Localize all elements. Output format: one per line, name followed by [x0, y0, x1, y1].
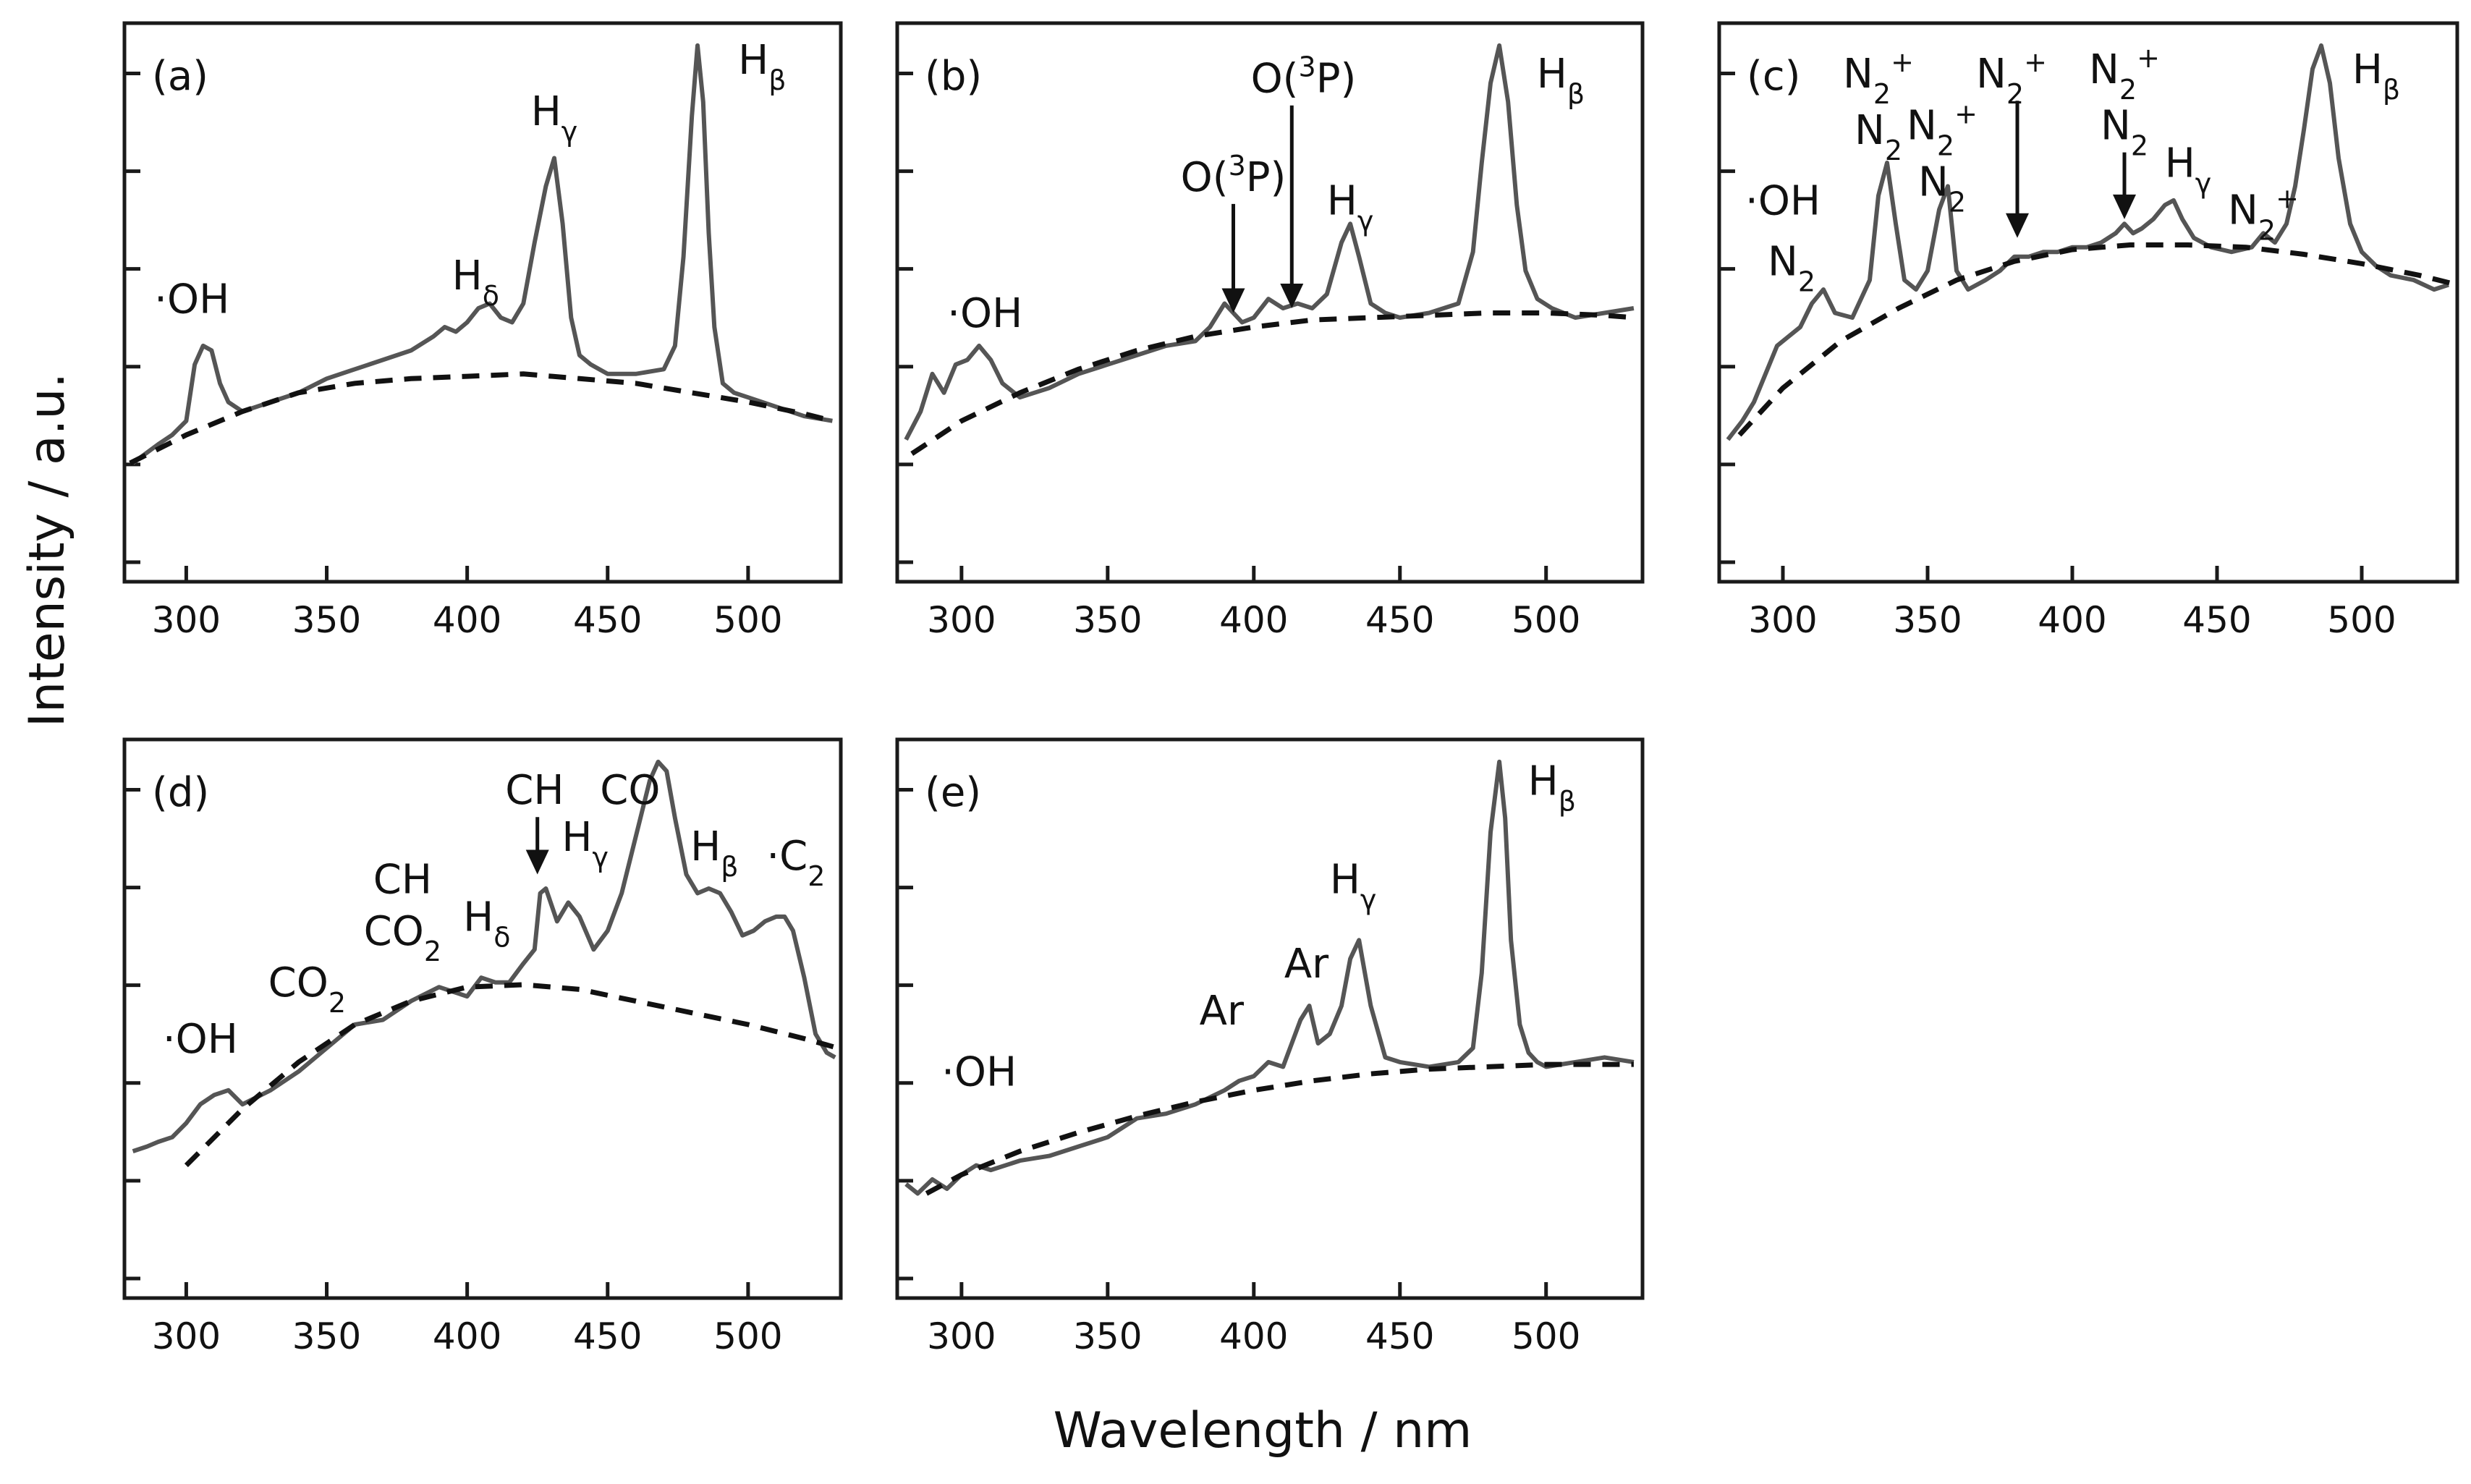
- peak-label: Hβ: [1528, 758, 1576, 817]
- x-tick-label: 350: [1893, 599, 1962, 641]
- x-axis-title: Wavelength / nm: [1054, 1402, 1472, 1459]
- peak-label: Hβ: [1537, 51, 1585, 110]
- peak-label: Hβ: [738, 37, 786, 96]
- peak-label: Ar: [1284, 941, 1329, 988]
- x-tick-label: 450: [1365, 1315, 1434, 1357]
- x-tick-label: 450: [2182, 599, 2251, 641]
- peak-label: Hδ: [452, 253, 499, 312]
- peak-label: CO: [600, 767, 660, 814]
- panel-frame: [895, 21, 1645, 584]
- peak-label: ·OH: [947, 290, 1022, 337]
- peak-label: N2: [1918, 158, 1966, 218]
- peak-label: O(3P): [1181, 150, 1287, 201]
- spectrum-line: [132, 759, 836, 1153]
- x-tick-label: 350: [292, 599, 361, 641]
- peak-label: ·OH: [154, 276, 229, 323]
- x-tick-label: 350: [1073, 599, 1142, 641]
- panel-a: 300 350 400 450 500 (a) ·OH Hδ Hγ Hβ: [122, 21, 843, 641]
- background-curve: [129, 371, 834, 466]
- spectrum-line: [131, 43, 833, 465]
- x-tick-label: 300: [927, 599, 996, 641]
- peak-label: Hγ: [2165, 140, 2212, 199]
- peak-label: N2: [1768, 239, 1815, 298]
- peak-label: Ar: [1200, 988, 1245, 1035]
- peak-label: Hγ: [561, 814, 609, 873]
- panel-frame: [122, 737, 843, 1300]
- x-tick-label: 300: [152, 1315, 221, 1357]
- peak-label: ·C2: [766, 833, 825, 892]
- background-curve: [1737, 242, 2458, 437]
- x-tick-label: 500: [713, 1315, 782, 1357]
- x-tick-label: 400: [2038, 599, 2106, 641]
- x-tick-label: 350: [292, 1315, 361, 1357]
- background-curve: [910, 310, 1635, 457]
- arrow-head: [2006, 213, 2029, 238]
- peak-label: ·OH: [163, 1016, 238, 1063]
- x-tick-label: 450: [1365, 599, 1434, 641]
- spectrum-line: [904, 43, 1635, 441]
- peak-label: Hβ: [2352, 46, 2400, 106]
- arrow-head: [1280, 284, 1304, 309]
- peak-label: O(3P): [1251, 51, 1357, 103]
- x-tick-label: 500: [2327, 599, 2396, 641]
- peak-label: N2+: [2228, 182, 2299, 246]
- peak-label: N2+: [1907, 98, 1978, 162]
- x-tick-label: 500: [1512, 599, 1580, 641]
- x-tick-label: 450: [573, 1315, 642, 1357]
- peak-label: Hγ: [531, 88, 578, 148]
- x-tick-label: 450: [573, 599, 642, 641]
- peak-label: N2: [2101, 103, 2148, 162]
- background-curve: [184, 982, 839, 1168]
- panel-label: (d): [152, 769, 209, 816]
- arrow-head: [1221, 288, 1245, 313]
- arrow-head: [2113, 194, 2136, 219]
- peak-label: N2: [1855, 107, 1902, 166]
- peak-label: CH: [373, 856, 432, 903]
- x-tick-label: 350: [1073, 1315, 1142, 1357]
- background-curve: [925, 1061, 1634, 1196]
- peak-label: N2+: [2089, 42, 2160, 106]
- spectrum-line: [1726, 43, 2449, 441]
- peak-label: ·OH: [941, 1048, 1017, 1095]
- peak-label: Hγ: [1330, 856, 1377, 915]
- x-tick-label: 300: [152, 599, 221, 641]
- x-tick-label: 500: [1512, 1315, 1580, 1357]
- x-tick-label: 300: [1748, 599, 1817, 641]
- panel-b: 300 350 400 450 500 (b) ·OH O(3P) O(3P) Hγ Hβ: [895, 21, 1645, 641]
- panel-label: (c): [1747, 53, 1800, 100]
- peak-label: Hβ: [690, 823, 738, 883]
- x-tick-label: 400: [1219, 599, 1288, 641]
- x-tick-label: 400: [433, 599, 501, 641]
- x-tick-label: 400: [433, 1315, 501, 1357]
- x-tick-label: 300: [927, 1315, 996, 1357]
- peak-label: N2+: [1843, 46, 1914, 110]
- peak-label: CH: [505, 767, 564, 814]
- peak-label: Hγ: [1327, 177, 1374, 237]
- peak-label: ·OH: [1745, 177, 1821, 224]
- panel-label: (a): [152, 53, 208, 100]
- spectrum-line: [904, 759, 1635, 1196]
- panel-frame: [1717, 21, 2459, 584]
- peak-label: Hδ: [463, 894, 510, 953]
- y-axis-title: Intensity / a.u.: [19, 373, 76, 727]
- peak-label: CO2: [364, 908, 441, 967]
- panels-group: 300 350 400 450 500 (a) ·OH Hδ Hγ Hβ 300 350 400 450 5…: [122, 21, 2459, 1357]
- x-tick-label: 400: [1219, 1315, 1288, 1357]
- arrow-head: [525, 849, 549, 875]
- panel-frame: [122, 21, 843, 584]
- panel-frame: [895, 737, 1645, 1300]
- panel-label: (e): [925, 769, 981, 816]
- peak-label: N2+: [1976, 46, 2047, 110]
- peak-label: CO2: [268, 959, 346, 1019]
- panel-label: (b): [925, 53, 982, 100]
- x-tick-label: 500: [713, 599, 782, 641]
